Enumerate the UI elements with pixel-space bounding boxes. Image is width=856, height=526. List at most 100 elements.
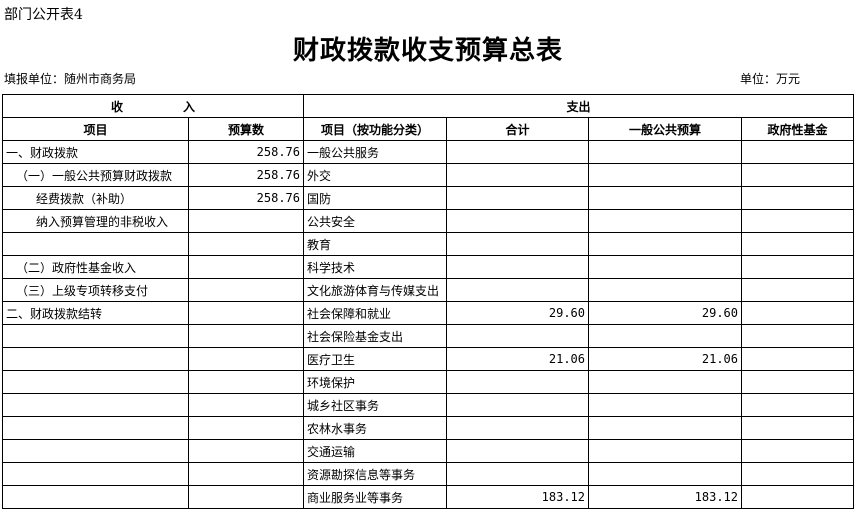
cell: 农林水事务 — [303, 416, 447, 440]
table-row: 资源勘探信息等事务 — [2, 462, 854, 486]
cell: 258.76 — [188, 163, 304, 187]
cell — [588, 462, 742, 486]
cell — [2, 393, 189, 417]
table-row: 纳入预算管理的非税收入 公共安全 — [2, 209, 854, 233]
table-row: 教育 — [2, 232, 854, 256]
cell: 183.12 — [588, 485, 742, 509]
cell — [446, 370, 589, 394]
cell — [588, 393, 742, 417]
cell — [588, 416, 742, 440]
cell — [741, 462, 854, 486]
cell: 环境保护 — [303, 370, 447, 394]
cell — [446, 439, 589, 463]
cell — [188, 209, 304, 233]
cell — [446, 416, 589, 440]
filler: 填报单位：随州市商务局 — [4, 72, 137, 86]
table-row: 商业服务业等事务 183.12 183.12 — [2, 485, 854, 509]
cell — [741, 439, 854, 463]
cell: 教育 — [303, 232, 447, 256]
cell — [188, 324, 304, 348]
table-row: 医疗卫生 21.06 21.06 — [2, 347, 854, 371]
cell: 社会保障和就业 — [303, 301, 447, 325]
cell — [446, 163, 589, 187]
cell: （一）一般公共预算财政拨款 — [2, 163, 189, 187]
group-header: 收入 — [2, 94, 304, 118]
cell — [741, 140, 854, 164]
table-row: 城乡社区事务 — [2, 393, 854, 417]
table-row: 二、财政拨款结转 社会保障和就业 29.60 29.60 — [2, 301, 854, 325]
cell — [2, 485, 189, 509]
cell: 资源勘探信息等事务 — [303, 462, 447, 486]
cell — [188, 485, 304, 509]
table-row: 交通运输 — [2, 439, 854, 463]
cell: 科学技术 — [303, 255, 447, 279]
cell — [588, 209, 742, 233]
cell: 二、财政拨款结转 — [2, 301, 189, 325]
cell — [2, 462, 189, 486]
table-row: （三）上级专项转移支付 文化旅游体育与传媒支出 — [2, 278, 854, 302]
cell: 经费拨款（补助） — [2, 186, 189, 210]
cell — [446, 393, 589, 417]
cell — [446, 209, 589, 233]
cell: 交通运输 — [303, 439, 447, 463]
cell: 文化旅游体育与传媒支出 — [303, 278, 447, 302]
cell: 258.76 — [188, 140, 304, 164]
title: 财政拨款收支预算总表 — [292, 36, 563, 66]
budget-table: 收入 支出 项目 预算数 项目（按功能分类） 合计 一般公共预算 政府性基金 一、财政拨款… — [2, 94, 854, 509]
column-header: 项目（按功能分类） — [303, 117, 447, 141]
cell — [588, 370, 742, 394]
cell: 国防 — [303, 186, 447, 210]
cell — [188, 301, 304, 325]
cell — [188, 232, 304, 256]
cell: 183.12 — [446, 485, 589, 509]
cell — [588, 163, 742, 187]
cell: 29.60 — [588, 301, 742, 325]
cell — [588, 255, 742, 279]
cell — [188, 278, 304, 302]
cell — [446, 324, 589, 348]
table-row: （一）一般公共预算财政拨款 258.76 外交 — [2, 163, 854, 187]
cell — [188, 255, 304, 279]
cell — [741, 209, 854, 233]
cell — [741, 232, 854, 256]
group-header-text: 收入 — [110, 99, 255, 114]
cell — [741, 347, 854, 371]
cell — [2, 324, 189, 348]
cell: 21.06 — [446, 347, 589, 371]
table-row: 农林水事务 — [2, 416, 854, 440]
table-row: 一、财政拨款 258.76 一般公共服务 — [2, 140, 854, 164]
group-header-row: 收入 支出 — [2, 94, 854, 118]
cell — [588, 140, 742, 164]
cell — [588, 278, 742, 302]
table-row: 经费拨款（补助） 258.76 国防 — [2, 186, 854, 210]
group-header: 支出 — [303, 94, 854, 118]
cell: 社会保险基金支出 — [303, 324, 447, 348]
cell: 29.60 — [446, 301, 589, 325]
cell: 纳入预算管理的非税收入 — [2, 209, 189, 233]
cell — [588, 186, 742, 210]
cell — [741, 370, 854, 394]
cell — [588, 439, 742, 463]
cell: （二）政府性基金收入 — [2, 255, 189, 279]
column-header: 预算数 — [188, 117, 304, 141]
cell — [741, 163, 854, 187]
cell: 城乡社区事务 — [303, 393, 447, 417]
cell — [741, 324, 854, 348]
column-header: 合计 — [446, 117, 589, 141]
cell — [741, 393, 854, 417]
cell: 一、财政拨款 — [2, 140, 189, 164]
sheet-label: 部门公开表4 — [4, 7, 83, 23]
cell — [188, 439, 304, 463]
column-header: 一般公共预算 — [588, 117, 742, 141]
column-header: 项目 — [2, 117, 189, 141]
cell — [188, 347, 304, 371]
column-header-row: 项目 预算数 项目（按功能分类） 合计 一般公共预算 政府性基金 — [2, 117, 854, 141]
cell — [446, 232, 589, 256]
cell — [588, 324, 742, 348]
cell — [741, 186, 854, 210]
cell — [741, 485, 854, 509]
cell: 商业服务业等事务 — [303, 485, 447, 509]
cell: 一般公共服务 — [303, 140, 447, 164]
unit: 单位：万元 — [740, 72, 801, 86]
